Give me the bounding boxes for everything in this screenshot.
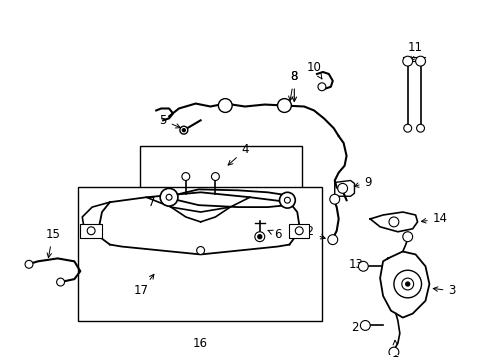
Circle shape [360,320,369,330]
Circle shape [279,192,295,208]
Bar [289,224,308,238]
Bar [80,224,102,238]
Circle shape [218,99,232,112]
Circle shape [415,56,425,66]
Text: 12: 12 [299,225,325,239]
Circle shape [254,232,264,242]
Text: 5: 5 [159,114,180,128]
Circle shape [277,99,291,112]
Circle shape [284,197,290,203]
Circle shape [57,278,64,286]
Circle shape [358,261,367,271]
Circle shape [401,278,413,290]
Text: 4: 4 [228,143,248,165]
Circle shape [196,247,204,255]
Text: 15: 15 [45,228,60,257]
Text: 16: 16 [193,337,208,350]
Text: 10: 10 [306,60,321,79]
Text: 3: 3 [432,284,455,297]
Circle shape [160,188,178,206]
Circle shape [416,124,424,132]
Circle shape [388,347,398,357]
Circle shape [402,232,412,242]
Text: 17: 17 [134,274,154,297]
Circle shape [337,184,347,193]
Circle shape [182,172,189,180]
Text: 1: 1 [391,340,399,360]
Circle shape [403,124,411,132]
Circle shape [405,282,409,286]
Circle shape [327,235,337,244]
Text: 14: 14 [421,212,447,225]
Bar [140,146,302,221]
Circle shape [180,126,187,134]
Text: 11: 11 [407,41,422,54]
Circle shape [317,83,325,91]
Text: 8: 8 [288,71,297,101]
Text: 7: 7 [147,196,165,209]
Circle shape [329,194,339,204]
Text: 8: 8 [290,71,297,102]
Circle shape [402,56,412,66]
Circle shape [388,217,398,227]
Circle shape [211,172,219,180]
Text: 2: 2 [350,321,366,334]
Circle shape [257,235,261,239]
Text: 13: 13 [348,258,366,271]
Circle shape [295,227,303,235]
Bar [78,188,321,320]
Text: 6: 6 [267,228,281,241]
Circle shape [182,129,185,132]
Text: 9: 9 [353,176,371,189]
Circle shape [393,270,421,298]
Circle shape [166,194,172,200]
Circle shape [25,260,33,268]
Circle shape [87,227,95,235]
